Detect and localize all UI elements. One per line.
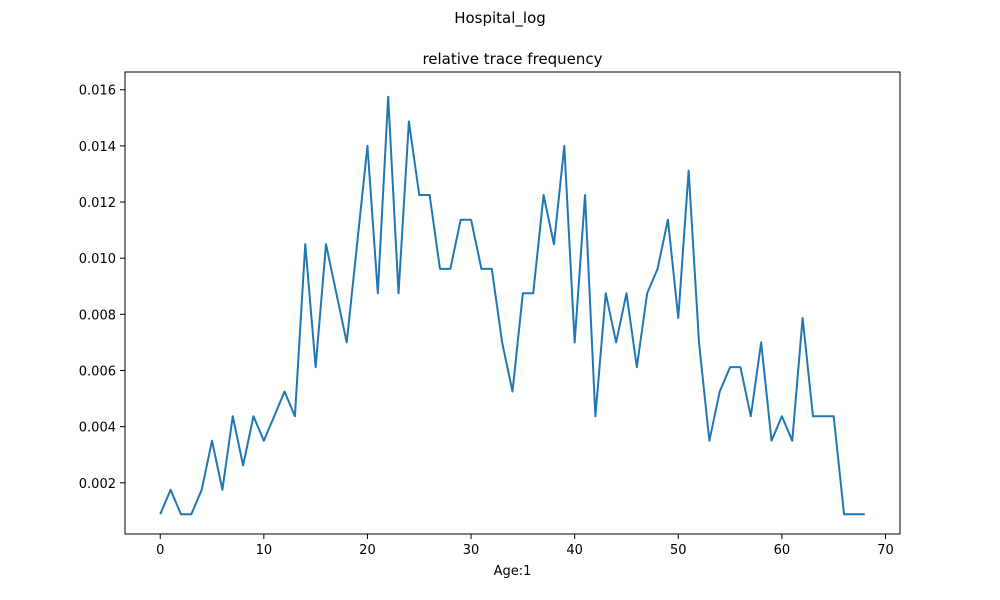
y-tick-label: 0.014: [79, 140, 116, 155]
y-tick-label: 0.006: [79, 364, 116, 379]
x-tick-label: 60: [774, 543, 791, 558]
plot-area: 0 10 20 30 40 50 60 70 0.002 0.004 0.006 0.008 0.010…: [79, 71, 901, 558]
x-tick-label: 10: [256, 543, 273, 558]
x-tick-label: 30: [463, 543, 480, 558]
y-tick-label: 0.002: [79, 477, 116, 492]
y-tick-label: 0.008: [79, 308, 116, 323]
x-tick-label: 50: [670, 543, 687, 558]
x-tick-label: 20: [359, 543, 376, 558]
figure-suptitle: Hospital_log: [454, 9, 546, 28]
axes-frame: [124, 71, 901, 535]
y-tick-label: 0.010: [79, 252, 116, 267]
x-tick-label: 0: [156, 543, 164, 558]
x-tick-label: 40: [566, 543, 583, 558]
x-tick-label: 70: [877, 543, 894, 558]
y-tick-label: 0.012: [79, 196, 116, 211]
y-tick-label: 0.004: [79, 421, 116, 436]
y-tick-label: 0.016: [79, 84, 116, 99]
series-line: [159, 95, 865, 516]
chart-title: relative trace frequency: [422, 50, 602, 68]
x-axis-label: Age:1: [494, 564, 532, 579]
